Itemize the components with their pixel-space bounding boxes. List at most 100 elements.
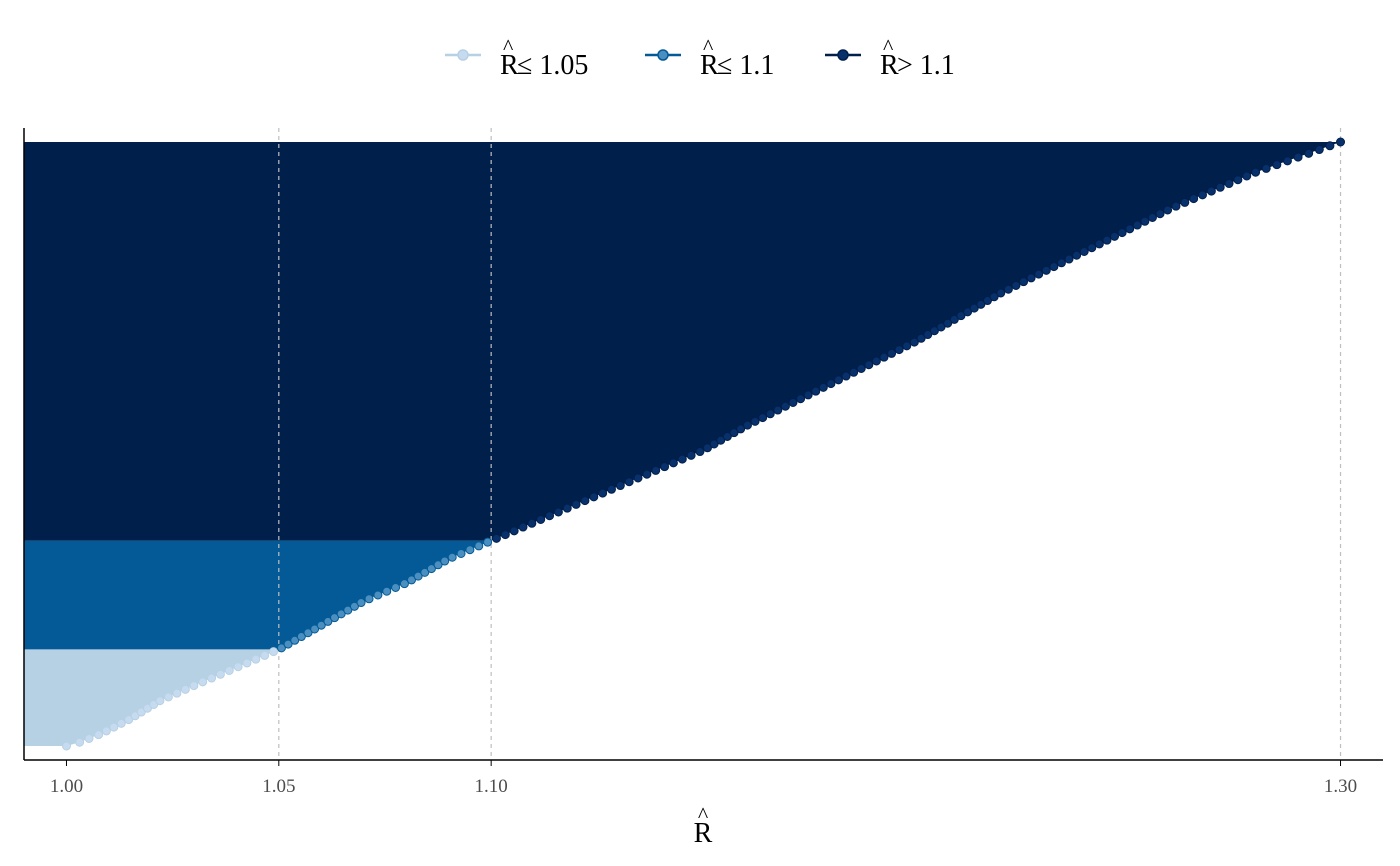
data-point	[269, 647, 279, 657]
data-point	[1102, 235, 1112, 245]
legend-symbol: R	[880, 50, 899, 81]
data-point	[989, 292, 999, 302]
data-point	[500, 530, 510, 540]
x-ticks: 1.00 1.05 1.10 1.30	[50, 760, 1357, 797]
data-point	[758, 413, 768, 423]
data-point	[215, 669, 225, 679]
data-point	[668, 458, 678, 468]
data-point	[606, 484, 616, 494]
data-point	[116, 718, 126, 728]
data-point	[553, 507, 563, 517]
data-point	[61, 741, 71, 751]
data-point	[349, 601, 359, 611]
data-point	[1304, 148, 1314, 158]
data-point	[1087, 243, 1097, 253]
data-point	[864, 360, 874, 370]
data-point	[571, 499, 581, 509]
data-point	[155, 696, 165, 706]
data-point	[426, 564, 436, 574]
data-point	[1293, 152, 1303, 162]
data-point	[660, 462, 670, 472]
data-point	[788, 397, 798, 407]
data-point	[589, 492, 599, 502]
data-point	[303, 628, 313, 638]
data-point	[916, 333, 926, 343]
data-point	[1215, 182, 1225, 192]
data-point	[233, 662, 243, 672]
data-point	[527, 518, 537, 528]
x-axis-title-hat: ^	[698, 802, 709, 827]
data-point	[686, 450, 696, 460]
data-point	[189, 681, 199, 691]
data-point	[1117, 228, 1127, 238]
legend-label: ≤ 1.05	[517, 50, 588, 81]
data-point	[242, 658, 252, 668]
data-point	[364, 594, 374, 604]
data-point	[1019, 277, 1029, 287]
x-tick-label: 1.05	[262, 776, 295, 797]
data-point	[1261, 163, 1271, 173]
data-point	[356, 598, 366, 608]
data-point	[109, 722, 119, 732]
data-point	[1233, 175, 1243, 185]
data-point	[1314, 145, 1324, 155]
data-point	[879, 352, 889, 362]
data-point	[465, 545, 475, 555]
legend-label: ≤ 1.1	[717, 50, 774, 81]
data-point	[702, 443, 712, 453]
data-point	[260, 650, 270, 660]
data-point	[624, 477, 634, 487]
data-point	[1198, 190, 1208, 200]
data-point	[330, 613, 340, 623]
data-point	[413, 571, 423, 581]
data-point	[716, 435, 726, 445]
data-point	[976, 299, 986, 309]
axes	[23, 128, 1383, 761]
data-point	[407, 575, 417, 585]
data-point	[773, 405, 783, 415]
data-point	[198, 677, 208, 687]
data-point	[1026, 273, 1036, 283]
data-point	[433, 560, 443, 570]
data-point	[1180, 197, 1190, 207]
data-point	[1171, 201, 1181, 211]
data-point	[633, 473, 643, 483]
legend-key-point	[457, 49, 469, 61]
legend-key-point	[837, 49, 849, 61]
data-point	[849, 367, 859, 377]
data-point	[736, 424, 746, 434]
data-point	[323, 616, 333, 626]
data-point	[983, 296, 993, 306]
data-point	[251, 654, 261, 664]
data-point	[440, 556, 450, 566]
data-point	[943, 318, 953, 328]
data-point	[1056, 258, 1066, 268]
legend-symbol: R	[500, 50, 519, 81]
data-point	[1125, 224, 1135, 234]
x-axis-title-text: R	[694, 818, 713, 849]
data-point	[75, 737, 85, 747]
data-point	[1064, 254, 1074, 264]
data-point	[969, 303, 979, 313]
bands	[24, 142, 1341, 746]
data-point	[765, 409, 775, 419]
data-point	[180, 684, 190, 694]
data-point	[172, 688, 182, 698]
x-axis-title: R^	[694, 802, 713, 849]
data-point	[1094, 239, 1104, 249]
data-point	[929, 326, 939, 336]
data-point	[1272, 160, 1282, 170]
data-point	[818, 382, 828, 392]
data-point	[1003, 284, 1013, 294]
data-point	[94, 730, 104, 740]
data-point	[1011, 280, 1021, 290]
data-point	[391, 582, 401, 592]
data-point	[796, 394, 806, 404]
data-point	[290, 635, 300, 645]
data-point	[811, 386, 821, 396]
reference-lines	[278, 128, 1342, 760]
data-point	[207, 673, 217, 683]
data-point	[310, 624, 320, 634]
legend-symbol: R	[700, 50, 719, 81]
